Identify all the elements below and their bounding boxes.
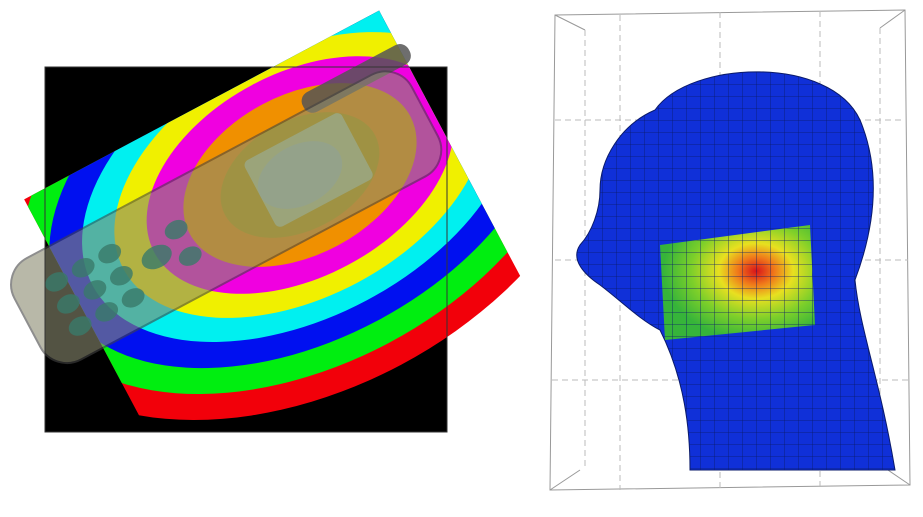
plot-frame	[44, 66, 448, 433]
patch-mesh	[660, 225, 815, 340]
screen	[244, 113, 373, 227]
keypad	[45, 219, 202, 336]
antenna	[301, 44, 411, 113]
phone	[10, 44, 443, 365]
head-panel	[549, 9, 911, 491]
